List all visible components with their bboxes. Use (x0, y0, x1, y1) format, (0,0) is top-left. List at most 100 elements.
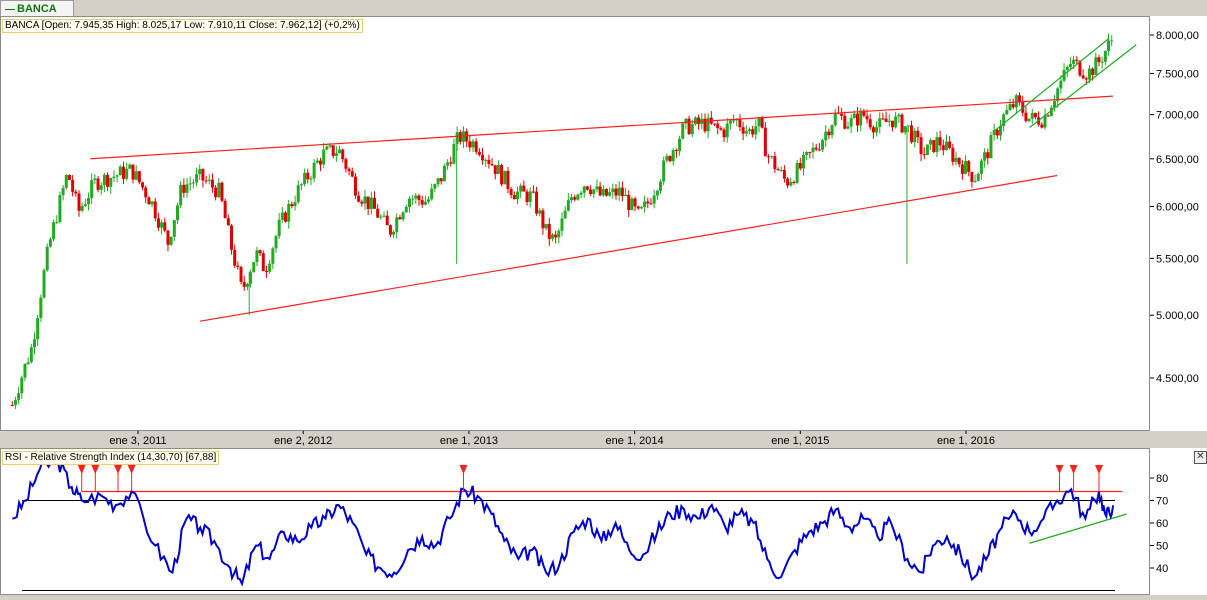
candle-down (261, 253, 265, 271)
candle-up (172, 220, 176, 237)
candle-up (1030, 113, 1034, 119)
candle-up (601, 188, 605, 196)
date-tick-label: ene 1, 2013 (440, 435, 498, 447)
candle-up (296, 185, 300, 203)
candle-up (560, 218, 564, 231)
candle-down (687, 118, 691, 135)
candle-up (255, 250, 259, 263)
series-line-icon (5, 9, 15, 10)
candle-down (525, 191, 529, 202)
candle-down (827, 131, 831, 136)
candle-up (160, 222, 164, 228)
rsi-chart-panel[interactable] (0, 448, 1150, 595)
candle-up (1014, 95, 1018, 108)
candle-up (706, 117, 710, 132)
candle-up (93, 178, 97, 181)
price-tick-label: 7.500,00 (1156, 68, 1199, 80)
candle-up (681, 123, 685, 139)
candle-up (471, 141, 475, 148)
candle-down (773, 156, 777, 170)
candle-up (570, 197, 574, 201)
candle-up (582, 186, 586, 193)
symbol-tab[interactable]: BANCA (0, 0, 74, 17)
candle-down (620, 187, 624, 197)
candle-down (713, 123, 717, 125)
rsi-axis (1150, 448, 1207, 595)
candle-up (13, 399, 17, 406)
candle-down (776, 169, 780, 171)
candle-up (90, 180, 94, 199)
candle-up (61, 187, 65, 196)
candle-down (420, 200, 424, 205)
candle-up (795, 163, 799, 183)
symbol-tab-label: BANCA (17, 3, 57, 15)
rsi-tick-label: 80 (1156, 473, 1168, 485)
candle-up (757, 117, 761, 127)
candle-down (535, 191, 539, 214)
price-info-label: BANCA [Open: 7.945,35 High: 8.025,17 Low… (2, 19, 363, 33)
candle-down (258, 250, 262, 254)
candle-up (39, 297, 43, 319)
candle-down (719, 128, 723, 130)
candle-up (859, 110, 863, 126)
candle-up (299, 184, 303, 186)
candle-up (658, 181, 662, 191)
candle-up (83, 204, 87, 206)
candle-up (617, 187, 621, 196)
candle-down (230, 225, 234, 250)
candle-down (970, 172, 974, 182)
candle-up (134, 171, 138, 180)
candle-up (452, 144, 456, 164)
rsi-tick-label: 50 (1156, 541, 1168, 553)
price-chart-panel[interactable] (0, 16, 1150, 431)
candle-up (334, 153, 338, 156)
date-tick-label: ene 1, 2014 (606, 435, 664, 447)
close-panel-button[interactable]: ✕ (1194, 451, 1207, 464)
candle-down (916, 130, 920, 138)
candle-down (865, 115, 869, 120)
candle-up (191, 182, 195, 184)
trendline-channel-lower (1029, 44, 1137, 128)
candle-down (1021, 101, 1025, 113)
candle-up (427, 199, 431, 202)
candle-down (290, 204, 294, 207)
candle-up (992, 129, 996, 136)
candle-up (999, 126, 1002, 136)
candle-down (910, 125, 914, 143)
candle-down (633, 198, 637, 207)
candle-down (341, 149, 345, 160)
candle-up (754, 126, 758, 135)
candle-down (614, 188, 618, 196)
candle-up (1094, 57, 1098, 75)
candle-up (1059, 80, 1063, 89)
rsi-tick-label: 40 (1156, 563, 1168, 575)
candle-up (1043, 115, 1047, 128)
candle-down (131, 164, 135, 180)
candle-up (1065, 66, 1069, 71)
candle-down (840, 113, 844, 116)
candle-up (852, 113, 856, 119)
candle-up (322, 149, 326, 165)
price-series (10, 33, 1137, 409)
candle-down (67, 175, 71, 180)
candle-down (932, 140, 936, 153)
candle-up (576, 194, 580, 200)
candle-up (249, 272, 253, 284)
candle-down (353, 176, 357, 196)
candle-down (585, 186, 589, 190)
candle-down (509, 188, 513, 196)
candle-down (284, 212, 288, 222)
candle-down (646, 201, 650, 204)
candle-up (404, 206, 408, 213)
rsi-info-label: RSI - Relative Strength Index (14,30,70)… (2, 451, 220, 465)
candle-up (579, 192, 583, 195)
candle-down (871, 127, 875, 133)
candle-up (23, 363, 27, 378)
candle-down (220, 182, 224, 201)
candle-down (808, 152, 812, 154)
candle-down (182, 184, 186, 193)
candle-up (925, 144, 929, 156)
candle-up (979, 160, 983, 174)
candle-up (169, 236, 173, 245)
